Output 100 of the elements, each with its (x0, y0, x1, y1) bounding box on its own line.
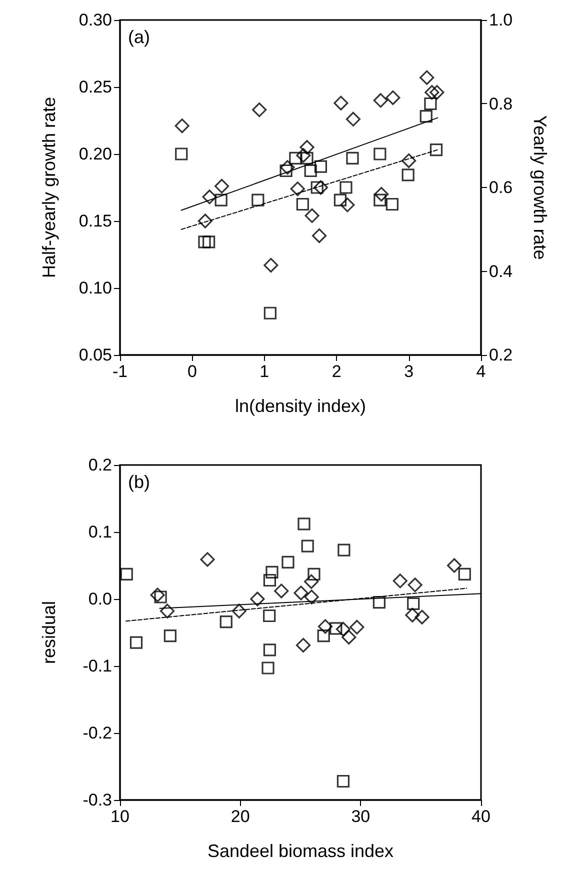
point (150, 588, 165, 602)
y-axis-title: residual (39, 600, 59, 664)
x-axis-title: ln(density index) (234, 396, 366, 416)
point (340, 198, 355, 212)
point (402, 153, 416, 168)
x-tick-label: 2 (332, 362, 342, 381)
point (330, 622, 342, 635)
point (300, 152, 314, 164)
point (314, 160, 328, 173)
x-tick-label: 0 (187, 362, 197, 381)
point (174, 118, 190, 134)
point (336, 774, 350, 788)
point (289, 152, 302, 164)
point (264, 306, 276, 320)
point (202, 236, 216, 248)
point (458, 568, 471, 581)
point (130, 636, 143, 649)
point (175, 148, 188, 160)
point (414, 610, 430, 624)
y2-tick-label: 0.8 (489, 94, 513, 114)
point (405, 608, 420, 622)
y-tick-label: 0.20 (78, 144, 112, 164)
point (252, 102, 267, 118)
x-tick-label: 30 (351, 807, 370, 826)
point (232, 604, 246, 618)
point (296, 198, 309, 211)
point (446, 558, 462, 573)
point (250, 592, 265, 606)
point (392, 574, 408, 588)
y-tick-label: 0.1 (88, 522, 112, 542)
point (280, 160, 295, 175)
point (420, 70, 434, 85)
point (408, 578, 422, 592)
point (350, 620, 364, 634)
point (301, 540, 314, 552)
y-tick-label: -0.1 (82, 656, 112, 676)
x-tick-label: 40 (472, 807, 490, 826)
point (304, 208, 320, 223)
point (304, 164, 317, 178)
y-tick-label: -0.3 (82, 790, 112, 810)
point (374, 148, 386, 160)
point (298, 518, 310, 530)
point (374, 194, 386, 206)
point (430, 144, 443, 156)
point (200, 552, 215, 567)
point (198, 214, 212, 228)
point (424, 85, 440, 100)
point (346, 152, 359, 164)
point (402, 168, 414, 182)
point (160, 604, 175, 618)
point (407, 597, 420, 610)
point (263, 609, 276, 622)
y-tick-label: 0.2 (88, 456, 112, 474)
point (300, 140, 314, 155)
point (313, 180, 328, 195)
point (386, 198, 398, 211)
point (318, 619, 333, 634)
y-tick-label: 0.0 (88, 590, 112, 608)
point (290, 182, 305, 196)
point (373, 93, 388, 108)
y-tick-label: 0.25 (78, 78, 112, 96)
annotation: (a) (128, 27, 150, 47)
annotation: (b) (128, 472, 150, 492)
point (296, 148, 311, 163)
point (386, 90, 400, 106)
point (374, 186, 389, 202)
point (338, 544, 350, 556)
point (263, 574, 276, 587)
y2-tick-label: 0.4 (489, 262, 513, 281)
y-tick-label: 0.30 (78, 10, 112, 30)
point (346, 112, 361, 126)
x-tick-label: 4 (476, 362, 486, 381)
y2-tick-label: 0.6 (489, 178, 513, 197)
point (308, 568, 320, 581)
point (164, 630, 176, 642)
y-tick-label: 0.10 (78, 278, 112, 298)
y-tick-label: 0.15 (78, 212, 112, 230)
point (280, 164, 292, 178)
y-tick-label: 0.05 (78, 346, 112, 364)
point (198, 236, 211, 248)
point (202, 190, 217, 204)
y2-tick-label: 0.2 (489, 346, 513, 364)
point (220, 615, 232, 628)
point (430, 85, 444, 100)
y2-tick-label: 1.0 (489, 10, 513, 30)
point (264, 258, 278, 273)
point (252, 194, 264, 206)
point (296, 638, 311, 653)
y-tick-label: -0.2 (82, 724, 112, 742)
point (372, 596, 386, 609)
point (304, 590, 319, 604)
x-tick-label: 3 (404, 362, 414, 381)
x-tick-label: -1 (112, 362, 128, 381)
point (266, 566, 278, 578)
x-tick-label: 1 (260, 362, 270, 381)
point (424, 97, 437, 110)
point (310, 181, 324, 194)
point (312, 228, 327, 244)
point (154, 590, 167, 604)
point (420, 110, 432, 123)
